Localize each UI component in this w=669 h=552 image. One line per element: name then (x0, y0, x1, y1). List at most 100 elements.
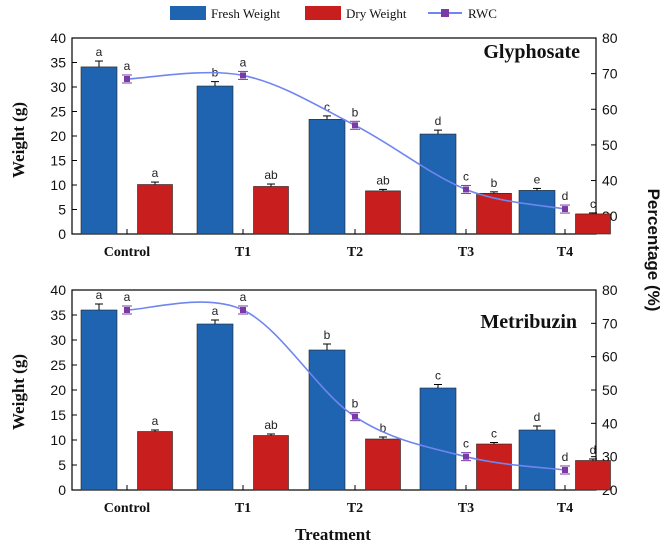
x-tick-label: T1 (235, 245, 251, 260)
rwc-point (240, 307, 246, 313)
panel-title-metribuzin: Metribuzin (480, 311, 577, 333)
y-axis-title-bottom: Weight (g) (9, 354, 28, 430)
dry-bar (253, 435, 289, 491)
dry-significance-letter: a (152, 414, 159, 428)
y-tick-label: 40 (50, 30, 66, 46)
fresh-bar (80, 66, 118, 235)
dry-bar (365, 438, 401, 491)
legend-fresh-label: Fresh Weight (211, 6, 281, 21)
rwc-significance-letter: a (240, 55, 247, 69)
fresh-bar (308, 119, 346, 235)
x-tick-label: T3 (458, 245, 474, 260)
dry-bar (476, 193, 512, 235)
rwc-point (463, 186, 469, 193)
rwc-line (126, 71, 566, 210)
y2-tick-label: 60 (602, 101, 618, 117)
rwc-line (126, 301, 566, 471)
x-axis-title: Treatment (295, 525, 371, 544)
y2-tick-label: 40 (602, 415, 618, 431)
rwc-significance-letter: b (352, 397, 359, 411)
y-tick-label: 25 (50, 357, 66, 373)
y-tick-label: 30 (50, 79, 66, 95)
rwc-point (352, 413, 358, 420)
y2-tick-label: 80 (602, 30, 618, 46)
y2-tick-label: 70 (602, 66, 618, 82)
y-tick-label: 5 (58, 457, 66, 473)
y2-tick-label: 50 (602, 137, 618, 153)
y2-axis-title: Percentage (%) (644, 189, 663, 312)
fresh-significance-letter: c (324, 100, 330, 114)
y2-tick-label: 70 (602, 315, 618, 331)
rwc-significance-letter: a (124, 290, 131, 304)
rwc-significance-letter: d (562, 450, 569, 464)
y-tick-label: 35 (50, 307, 66, 323)
y2-tick-label: 40 (602, 173, 618, 189)
fresh-bar (518, 190, 556, 235)
dry-bar (365, 190, 401, 235)
dry-bar (575, 213, 611, 235)
y-tick-label: 10 (50, 177, 66, 193)
legend-rwc-label: RWC (468, 6, 497, 21)
dry-bar (137, 184, 173, 235)
rwc-point (562, 206, 568, 213)
fresh-significance-letter: c (435, 369, 441, 383)
fresh-significance-letter: d (435, 114, 442, 128)
legend: Fresh Weight Dry Weight RWC (170, 6, 497, 21)
rwc-significance-letter: a (240, 290, 247, 304)
y-axis-title-top: Weight (g) (9, 102, 28, 178)
rwc-significance-letter: b (352, 105, 359, 119)
y-tick-label: 40 (50, 282, 66, 298)
x-tick-label: T1 (235, 501, 251, 516)
legend-dry-swatch (305, 6, 341, 20)
panel-title-glyphosate: Glyphosate (483, 41, 580, 63)
dry-bar (476, 443, 512, 491)
fresh-bar (196, 85, 234, 235)
dry-significance-letter: c (491, 427, 497, 441)
rwc-significance-letter: a (124, 59, 131, 73)
dry-significance-letter: ab (376, 173, 390, 187)
rwc-point (124, 307, 130, 313)
y-tick-label: 15 (50, 153, 66, 169)
dry-bar (575, 460, 611, 491)
x-tick-label: T4 (557, 245, 573, 260)
x-tick-label: T2 (347, 501, 363, 516)
chart-panel-metribuzin: 051015202530354020304050607080ControlT1T… (50, 282, 617, 516)
y-tick-label: 10 (50, 432, 66, 448)
y2-tick-label: 60 (602, 349, 618, 365)
x-tick-label: Control (104, 245, 151, 260)
fresh-bar (419, 133, 457, 235)
dry-significance-letter: ab (264, 168, 278, 182)
x-tick-label: T4 (557, 501, 573, 516)
fresh-bar (196, 323, 234, 491)
y-tick-label: 35 (50, 55, 66, 71)
dry-significance-letter: c (590, 197, 596, 211)
legend-fresh-swatch (170, 6, 206, 20)
y-tick-label: 0 (58, 226, 66, 242)
dry-significance-letter: b (380, 421, 387, 435)
fresh-significance-letter: e (534, 172, 541, 186)
rwc-point (124, 75, 130, 82)
y-tick-label: 15 (50, 407, 66, 423)
fresh-bar (80, 309, 118, 491)
legend-rwc-marker (441, 9, 449, 17)
x-tick-label: Control (104, 501, 151, 516)
legend-dry-label: Dry Weight (346, 6, 407, 21)
y-tick-label: 5 (58, 202, 66, 218)
y-tick-label: 20 (50, 382, 66, 398)
rwc-point (352, 122, 358, 129)
rwc-significance-letter: c (463, 437, 469, 451)
y2-tick-label: 80 (602, 282, 618, 298)
rwc-point (562, 467, 568, 473)
y-tick-label: 30 (50, 332, 66, 348)
y2-tick-label: 50 (602, 382, 618, 398)
dry-bar (253, 186, 289, 235)
dry-significance-letter: ab (264, 418, 278, 432)
y-tick-label: 0 (58, 482, 66, 498)
rwc-point (240, 72, 246, 79)
fresh-significance-letter: b (324, 328, 331, 342)
fresh-bar (419, 387, 457, 491)
rwc-significance-letter: c (463, 169, 469, 183)
dry-bar (137, 431, 173, 491)
x-tick-label: T2 (347, 245, 363, 260)
